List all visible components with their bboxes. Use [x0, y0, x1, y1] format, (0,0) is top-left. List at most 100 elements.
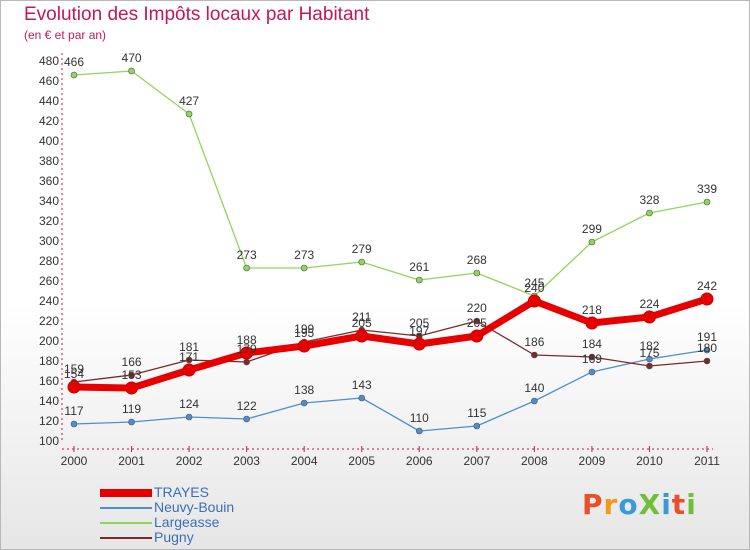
data-point-trayes: [355, 329, 369, 343]
data-label-largeasse: 245: [524, 276, 544, 290]
data-label-trayes: 195: [294, 326, 314, 340]
data-label-trayes: 154: [64, 367, 84, 381]
y-tick-label: 100: [39, 434, 59, 448]
x-tick-label: 2001: [118, 454, 145, 468]
data-point-pugny: [531, 351, 538, 359]
data-label-pugny: 179: [237, 342, 257, 356]
data-label-trayes: 153: [122, 368, 142, 382]
data-point-neuvy-bouin: [646, 355, 653, 363]
data-point-pugny: [185, 356, 193, 364]
legend-swatch: [100, 507, 152, 509]
data-label-pugny: 186: [524, 335, 544, 349]
data-label-largeasse: 261: [409, 260, 429, 274]
y-tick-label: 260: [39, 274, 59, 288]
data-label-neuvy-bouin: 143: [352, 378, 372, 392]
data-label-largeasse: 466: [64, 55, 84, 69]
data-label-largeasse: 470: [122, 51, 142, 65]
y-tick-label: 160: [39, 374, 59, 388]
logo-letter: i: [686, 488, 697, 521]
y-tick-label: 400: [39, 134, 59, 148]
legend-label: Largeasse: [154, 514, 220, 530]
data-point-trayes: [527, 294, 541, 308]
y-tick-label: 140: [39, 394, 59, 408]
data-point-trayes: [125, 381, 139, 395]
data-point-trayes: [182, 363, 196, 377]
y-tick-label: 280: [39, 254, 59, 268]
x-tick-label: 2000: [61, 454, 88, 468]
legend-swatch: [100, 522, 152, 524]
data-label-trayes: 240: [524, 281, 544, 295]
data-point-neuvy-bouin: [588, 368, 596, 376]
data-point-largeasse: [588, 238, 596, 246]
data-label-trayes: 197: [409, 324, 429, 338]
chart-title: Evolution des Impôts locaux par Habitant: [24, 4, 370, 25]
y-tick-label: 240: [39, 294, 59, 308]
data-label-pugny: 184: [582, 337, 602, 351]
x-tick-label: 2006: [406, 454, 433, 468]
data-point-pugny: [473, 317, 481, 325]
data-point-largeasse: [358, 258, 366, 266]
legend-label: Pugny: [154, 529, 194, 545]
data-point-largeasse: [70, 71, 78, 79]
data-label-neuvy-bouin: 117: [64, 404, 83, 418]
data-label-neuvy-bouin: 115: [467, 406, 486, 420]
x-tick-label: 2004: [291, 454, 318, 468]
data-point-neuvy-bouin: [531, 397, 538, 405]
legend-label: TRAYES: [154, 484, 209, 500]
y-tick-label: 420: [39, 114, 59, 128]
data-point-largeasse: [128, 67, 135, 75]
data-label-pugny: 181: [179, 340, 199, 354]
legend-label: Neuvy-Bouin: [154, 499, 235, 515]
data-label-neuvy-bouin: 138: [294, 383, 314, 397]
data-label-trayes: 242: [697, 279, 717, 293]
y-tick-label: 360: [39, 174, 59, 188]
data-label-trayes: 218: [582, 303, 602, 317]
y-tick-label: 200: [39, 334, 59, 348]
data-label-largeasse: 279: [352, 242, 372, 256]
legend-swatch: [100, 489, 152, 497]
data-point-trayes: [700, 292, 714, 306]
x-tick-label: 2007: [463, 454, 490, 468]
data-label-pugny: 220: [467, 301, 487, 315]
data-point-trayes: [470, 329, 484, 343]
data-label-pugny: 199: [294, 322, 314, 336]
data-label-neuvy-bouin: 191: [697, 330, 717, 344]
data-label-neuvy-bouin: 110: [410, 411, 429, 425]
data-label-neuvy-bouin: 182: [639, 339, 659, 353]
series-line-pugny: [73, 320, 708, 383]
chart-subtitle: (en € et par an): [24, 28, 107, 42]
data-point-largeasse: [243, 264, 250, 272]
data-label-neuvy-bouin: 124: [179, 397, 199, 411]
x-tick-label: 2009: [579, 454, 606, 468]
data-label-trayes: 224: [639, 297, 659, 311]
data-point-neuvy-bouin: [415, 427, 423, 435]
y-tick-label: 320: [39, 214, 59, 228]
data-label-largeasse: 339: [697, 182, 717, 196]
data-label-pugny: 205: [409, 316, 429, 330]
data-label-neuvy-bouin: 119: [122, 402, 141, 416]
data-label-trayes: 205: [467, 316, 487, 330]
data-point-largeasse: [703, 198, 711, 206]
y-tick-label: 380: [39, 154, 59, 168]
x-tick-label: 2005: [348, 454, 375, 468]
data-label-pugny: 175: [639, 346, 659, 360]
data-label-trayes: 205: [352, 316, 372, 330]
logo-letter: i: [661, 488, 672, 521]
data-point-pugny: [128, 371, 135, 379]
x-tick-label: 2002: [176, 454, 203, 468]
data-label-neuvy-bouin: 140: [524, 381, 544, 395]
y-tick-label: 460: [39, 74, 59, 88]
data-label-largeasse: 273: [237, 248, 257, 262]
data-point-neuvy-bouin: [128, 418, 135, 426]
data-point-pugny: [588, 353, 596, 361]
x-tick-label: 2011: [694, 454, 720, 468]
data-label-pugny: 166: [122, 355, 142, 369]
data-point-neuvy-bouin: [703, 346, 711, 354]
data-point-neuvy-bouin: [300, 399, 308, 407]
data-label-trayes: 171: [179, 350, 199, 364]
data-point-trayes: [297, 339, 311, 353]
data-point-neuvy-bouin: [185, 413, 193, 421]
data-point-neuvy-bouin: [243, 415, 250, 423]
data-point-pugny: [703, 357, 711, 365]
